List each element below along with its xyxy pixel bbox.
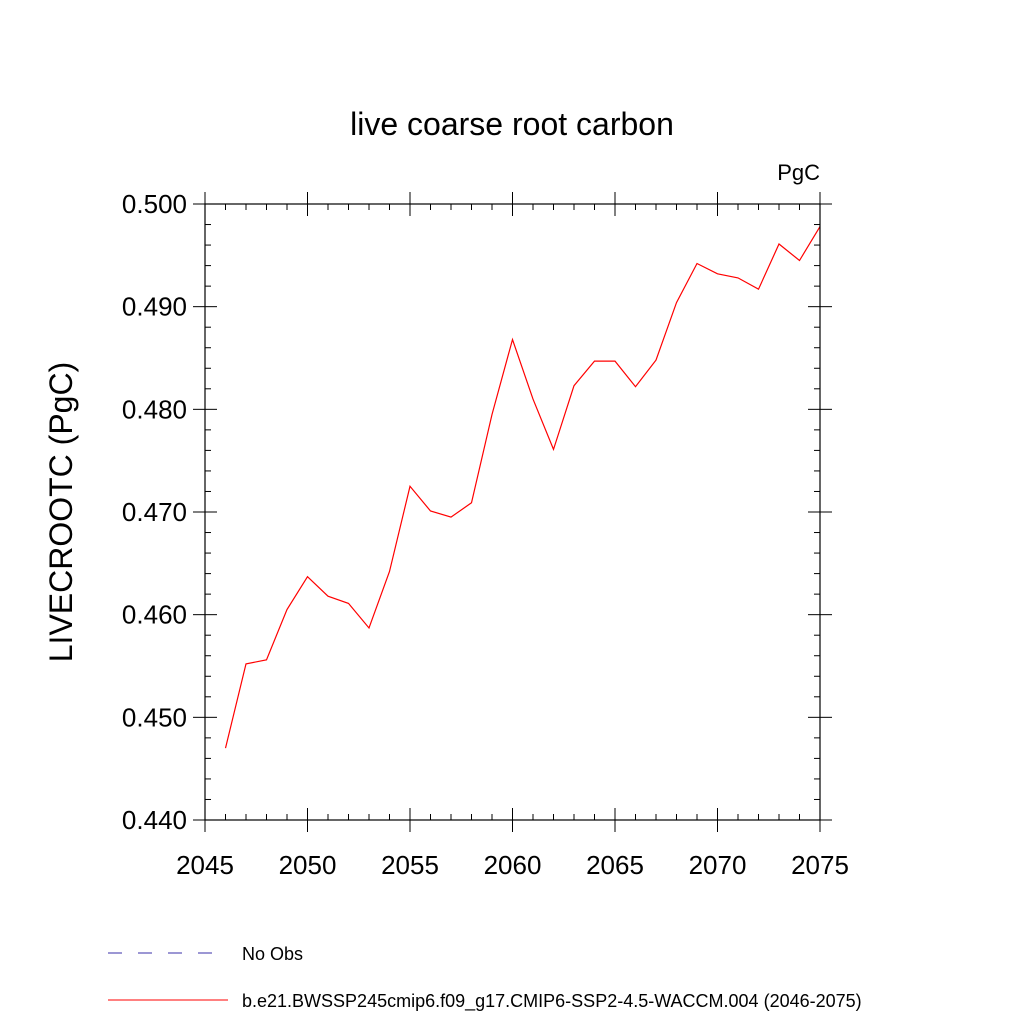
y-tick-label: 0.480 <box>122 394 187 424</box>
data-point <box>593 360 596 363</box>
data-point <box>347 602 350 605</box>
series-line <box>224 226 821 749</box>
y-tick-label: 0.460 <box>122 600 187 630</box>
legend: No Obs b.e21.BWSSP245cmip6.f09_g17.CMIP6-… <box>108 944 862 1012</box>
data-point <box>511 338 514 341</box>
data-point <box>757 288 760 291</box>
x-tick-label: 2055 <box>381 850 439 880</box>
data-point <box>491 413 494 416</box>
x-tick-label: 2045 <box>176 850 234 880</box>
data-point <box>798 259 801 262</box>
data-point <box>409 485 412 488</box>
data-point <box>470 501 473 504</box>
units-label: PgC <box>777 160 820 185</box>
data-point <box>573 384 576 387</box>
data-point <box>634 385 637 388</box>
chart-title: live coarse root carbon <box>350 106 674 142</box>
plot-frame <box>204 203 821 821</box>
x-tick-label: 2060 <box>484 850 542 880</box>
data-point <box>388 570 391 573</box>
data-point <box>450 516 453 519</box>
data-point <box>675 301 678 304</box>
data-point <box>614 360 617 363</box>
x-tick-label: 2050 <box>279 850 337 880</box>
y-axis-label: LIVECROOTC (PgC) <box>43 362 79 662</box>
series-group <box>224 226 821 750</box>
data-point <box>778 243 781 246</box>
data-point <box>737 276 740 279</box>
data-point <box>552 448 555 451</box>
data-point <box>429 509 432 512</box>
legend-label: No Obs <box>242 944 303 964</box>
y-tick-label: 0.490 <box>122 292 187 322</box>
data-point <box>306 575 309 578</box>
data-point <box>224 747 227 750</box>
data-point <box>265 658 268 661</box>
y-tick-label: 0.500 <box>122 189 187 219</box>
x-tick-label: 2065 <box>586 850 644 880</box>
axis-ticks <box>193 192 832 832</box>
data-point <box>286 608 289 611</box>
y-tick-label: 0.440 <box>122 805 187 835</box>
y-tick-label: 0.470 <box>122 497 187 527</box>
x-tick-label: 2070 <box>689 850 747 880</box>
legend-label: b.e21.BWSSP245cmip6.f09_g17.CMIP6-SSP2-4… <box>242 991 862 1012</box>
data-point <box>368 627 371 630</box>
y-tick-label: 0.450 <box>122 702 187 732</box>
data-point <box>655 359 658 362</box>
data-point <box>696 262 699 265</box>
data-point <box>532 398 535 401</box>
data-point <box>245 662 248 665</box>
axis-tick-labels: 2045 2050 2055 2060 2065 2070 2075 0.440 0.450 0.… <box>122 189 849 880</box>
x-tick-label: 2075 <box>791 850 849 880</box>
data-point <box>716 272 719 275</box>
data-point <box>327 595 330 598</box>
